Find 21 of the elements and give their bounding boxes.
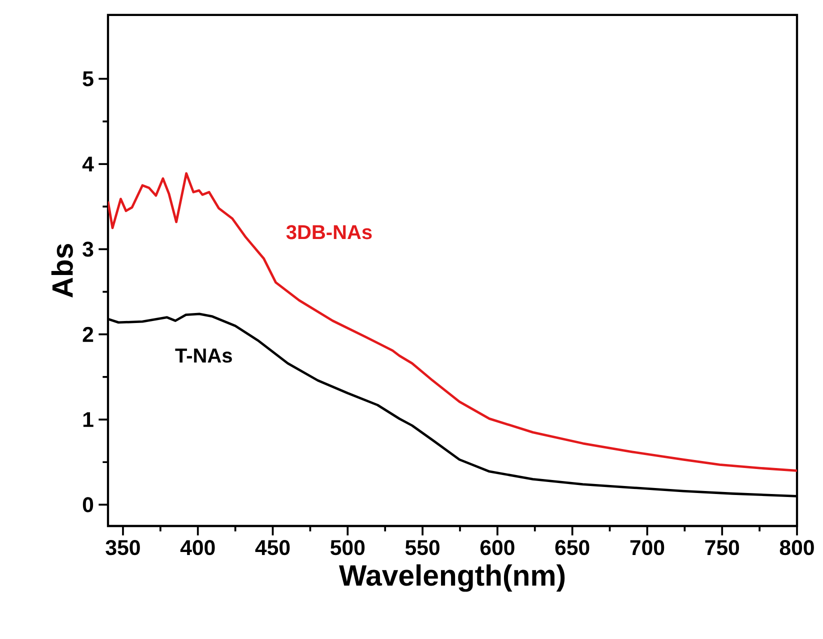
x-tick-label: 700	[630, 540, 664, 556]
y-tick-label: 5	[82, 71, 94, 86]
series-label: 3DB-NAs	[286, 225, 372, 240]
x-axis-title: Wavelength(nm)	[338, 564, 565, 592]
y-tick-label: 3	[82, 242, 94, 257]
series-label: T-NAs	[175, 348, 232, 363]
x-tick-label: 550	[405, 540, 440, 556]
y-tick-label: 2	[82, 326, 94, 342]
x-tick-label: 750	[705, 540, 740, 556]
line-series	[108, 172, 798, 472]
x-tick-label: 400	[180, 540, 215, 556]
x-tick-label: 800	[780, 540, 814, 556]
y-axis-title: Abs	[51, 244, 73, 298]
x-tick-label: 600	[480, 540, 514, 556]
y-tick-label: 1	[83, 412, 94, 427]
y-tick-label: 4	[82, 156, 94, 172]
x-tick-label: 350	[106, 540, 140, 556]
x-tick-label: 450	[255, 540, 290, 556]
x-tick-label: 500	[330, 540, 365, 556]
y-tick-label: 0	[82, 497, 94, 512]
x-tick-label: 650	[555, 540, 590, 556]
